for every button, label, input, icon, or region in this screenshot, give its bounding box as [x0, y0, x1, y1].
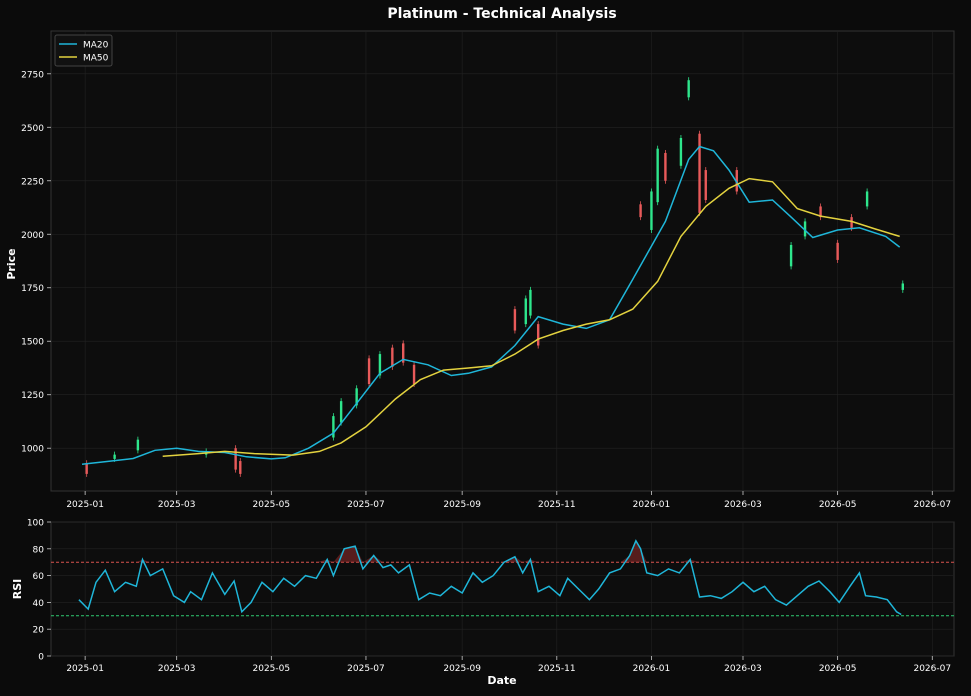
price-y-tick-2000: 2000: [21, 231, 44, 241]
candle-body-10: [378, 354, 382, 376]
candle-body-25: [704, 170, 707, 201]
rsi-y-tick-60: 60: [33, 572, 45, 582]
price-y-tick-1250: 1250: [21, 391, 44, 401]
rsi-x-tick-2025-11: 2025-11: [538, 664, 576, 674]
rsi-panel-frame: [50, 521, 955, 657]
candle-body-26: [735, 170, 738, 192]
rsi-x-tick-2025-05: 2025-05: [253, 664, 291, 674]
price-panel-frame: [50, 30, 955, 492]
candle-body-28: [803, 221, 807, 237]
candle-body-1: [113, 454, 116, 459]
candle-body-2: [136, 439, 140, 451]
candle-body-9: [367, 358, 371, 385]
price-grid: [51, 31, 954, 491]
candle-body-31: [850, 217, 853, 228]
candle-body-15: [524, 298, 527, 325]
price-y-ticks: 1000 1250 1500 1750 2000 2250 2500 2750: [21, 70, 51, 455]
rsi-x-tick-2026-07: 2026-07: [913, 664, 951, 674]
price-candles: [85, 77, 904, 477]
candle-body-33: [901, 283, 904, 290]
legend-ma20-label: MA20: [83, 41, 109, 51]
rsi-x-tick-2025-07: 2025-07: [347, 664, 385, 674]
price-x-tick-2025-11: 2025-11: [538, 500, 576, 510]
rsi-y-tick-20: 20: [33, 626, 45, 636]
price-y-tick-2750: 2750: [21, 70, 44, 80]
rsi-x-tick-2026-03: 2026-03: [724, 664, 762, 674]
candle-body-18: [639, 204, 642, 218]
candle-body-6: [332, 416, 335, 438]
price-x-tick-2026-03: 2026-03: [724, 500, 762, 510]
candle-body-11: [391, 347, 394, 367]
candle-body-24: [698, 133, 701, 213]
legend: MA20 MA50: [54, 34, 113, 67]
candle-body-16: [529, 289, 532, 316]
rsi-grid: [51, 521, 954, 657]
rsi-lines: [78, 539, 902, 616]
candle-body-4: [234, 448, 237, 470]
ma50-line: [162, 177, 900, 458]
price-x-ticks: 2025-01 2025-03 2025-05 2025-07 2025-09 2025-…: [66, 491, 951, 510]
price-y-tick-1000: 1000: [21, 445, 44, 455]
price-x-tick-2025-03: 2025-03: [158, 500, 196, 510]
candle-body-29: [819, 206, 822, 218]
price-y-tick-1750: 1750: [21, 284, 44, 294]
x-axis-label: Date: [487, 674, 516, 687]
candle-body-14: [513, 309, 517, 331]
candle-body-23: [687, 80, 690, 98]
rsi-y-tick-80: 80: [33, 545, 45, 555]
candle-body-8: [355, 388, 358, 406]
candle-body-0: [85, 463, 88, 474]
price-lines: [81, 145, 901, 466]
candle-body-5: [239, 461, 242, 474]
rsi-x-tick-2026-01: 2026-01: [633, 664, 671, 674]
price-x-tick-2026-01: 2026-01: [633, 500, 671, 510]
price-y-tick-2250: 2250: [21, 177, 44, 187]
rsi-x-tick-2025-09: 2025-09: [443, 664, 481, 674]
candle-body-27: [789, 244, 793, 267]
price-x-tick-2025-07: 2025-07: [347, 500, 385, 510]
candle-body-30: [836, 242, 839, 260]
candle-body-7: [339, 401, 343, 423]
ma20-line: [81, 145, 901, 466]
candle-body-32: [865, 191, 869, 207]
candle-body-13: [412, 364, 416, 385]
legend-box: [54, 34, 113, 67]
rsi-line: [78, 539, 902, 616]
candle-body-17: [536, 324, 540, 346]
rsi-x-tick-2026-05: 2026-05: [819, 664, 857, 674]
candle-body-12: [402, 343, 405, 363]
price-x-tick-2025-09: 2025-09: [443, 500, 481, 510]
price-x-tick-2026-05: 2026-05: [819, 500, 857, 510]
rsi-y-ticks: 0 20 40 60 80 100: [27, 519, 51, 663]
rsi-y-tick-100: 100: [27, 519, 44, 529]
rsi-x-tick-2025-01: 2025-01: [66, 664, 104, 674]
rsi-x-tick-2025-03: 2025-03: [158, 664, 196, 674]
price-x-tick-2026-07: 2026-07: [913, 500, 951, 510]
candle-body-22: [679, 137, 683, 166]
rsi-y-axis-label: RSI: [11, 579, 24, 600]
rsi-reference-lines: [51, 561, 954, 617]
candle-body-19: [650, 191, 653, 230]
candle-body-20: [656, 148, 659, 203]
price-x-tick-2025-05: 2025-05: [253, 500, 291, 510]
price-x-tick-2025-01: 2025-01: [66, 500, 104, 510]
candle-body-21: [664, 152, 667, 181]
chart-title: Platinum - Technical Analysis: [387, 6, 616, 22]
price-panel: 1000 1250 1500 1750 2000 2250 2500 2750 2025-01…: [5, 30, 955, 510]
rsi-y-tick-0: 0: [38, 653, 44, 663]
legend-ma50-label: MA50: [83, 54, 109, 64]
price-y-tick-1500: 1500: [21, 338, 44, 348]
price-y-tick-2500: 2500: [21, 124, 44, 134]
price-y-axis-label: Price: [5, 248, 18, 279]
rsi-x-ticks: 2025-01 2025-03 2025-05 2025-07 2025-09 2025-…: [66, 656, 951, 674]
rsi-y-tick-40: 40: [33, 599, 45, 609]
